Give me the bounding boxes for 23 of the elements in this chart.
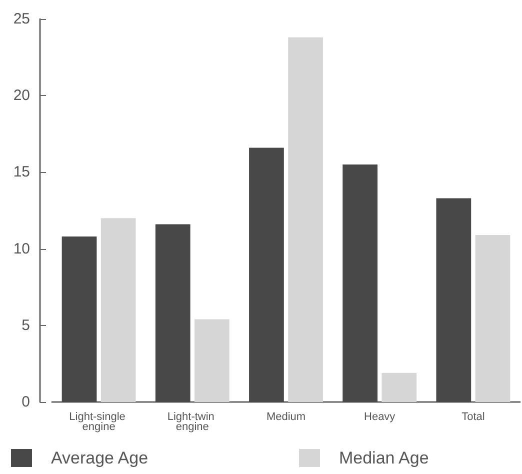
x-tick-label: Total [462, 411, 485, 423]
bar [62, 236, 97, 402]
y-tick-label: 15 [13, 164, 30, 181]
y-tick-label: 10 [13, 240, 30, 258]
bar [155, 224, 190, 402]
y-tick-label: 20 [13, 87, 30, 104]
legend-label: Median Age [338, 448, 429, 468]
y-tick-label: 5 [22, 316, 30, 334]
bar [475, 235, 510, 402]
bar [382, 372, 417, 402]
bar [100, 218, 136, 402]
x-tick-label: Medium [266, 411, 306, 423]
legend-label: Average Age [51, 448, 148, 468]
y-tick-label: 25 [13, 10, 30, 28]
bar [249, 148, 284, 402]
x-tick-label: Light-twin engine [167, 411, 218, 433]
bar [288, 37, 323, 402]
bar [194, 319, 230, 402]
y-tick-label: 0 [22, 394, 30, 410]
x-tick-label: Light-single engine [69, 411, 128, 433]
bar [342, 164, 378, 402]
x-tick-label: Heavy [364, 411, 396, 423]
bar [436, 198, 472, 402]
